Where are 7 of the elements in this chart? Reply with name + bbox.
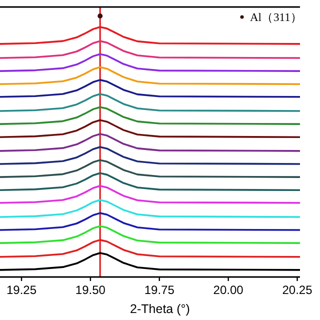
x-tick-label: 19.50 (75, 283, 106, 297)
x-tick-label: 20.25 (282, 283, 313, 297)
x-axis-title: 2-Theta (°) (130, 302, 190, 316)
x-tick-label: 19.75 (144, 283, 175, 297)
x-tick-label: 20.00 (213, 283, 244, 297)
legend-label: Al（311） (250, 12, 302, 24)
x-tick-label: 19.25 (6, 283, 37, 297)
